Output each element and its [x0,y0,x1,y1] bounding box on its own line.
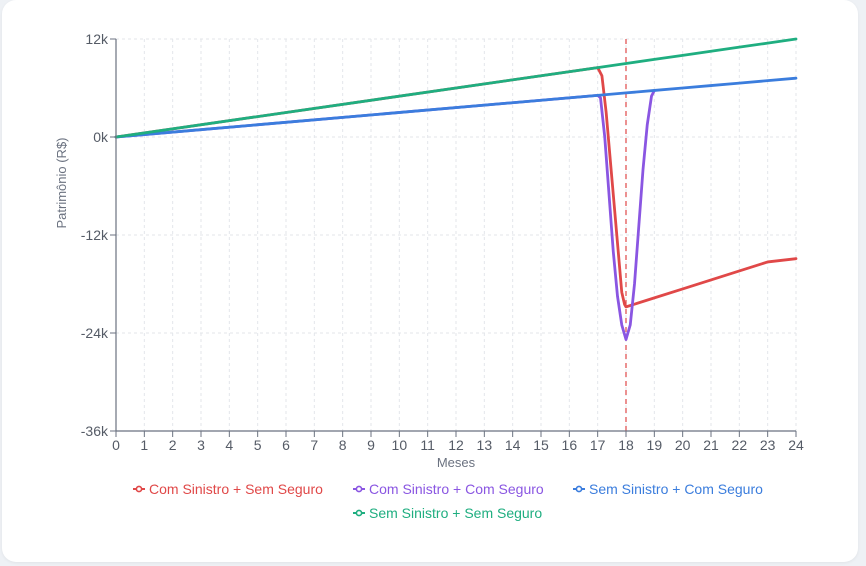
legend-label: Com Sinistro + Sem Seguro [149,481,323,497]
legend-swatch-dot [355,509,363,517]
x-tick-label: 18 [618,437,634,453]
x-tick-label: 14 [505,437,521,453]
x-tick-label: 22 [732,437,748,453]
series-line-4 [114,37,798,139]
legend-label: Com Sinistro + Com Seguro [369,481,544,497]
x-tick-label: 5 [254,437,262,453]
x-tick-label: 4 [225,437,233,453]
y-tick-label: -12k [81,227,109,243]
x-tick-label: 16 [562,437,578,453]
y-tick-label: -36k [81,423,109,439]
x-tick-label: 8 [339,437,347,453]
x-tick-label: 23 [760,437,776,453]
x-tick-label: 21 [703,437,719,453]
series-group [114,37,798,341]
legend-label: Sem Sinistro + Com Seguro [589,481,763,497]
y-tick-label: 12k [85,31,109,47]
y-axis-title: Patrimônio (R$) [54,137,69,228]
legend-label: Sem Sinistro + Sem Seguro [369,505,542,521]
x-tick-label: 13 [477,437,493,453]
x-tick-label: 11 [420,437,435,453]
x-tick-label: 17 [590,437,606,453]
tick-labels: 0 1 2 3 4 5 6 7 8 9 10 11 12 13 14 15 16 17 18 19 20 21 22 23 24… [81,31,804,453]
x-tick-label: 2 [169,437,177,453]
x-tick-label: 24 [788,437,804,453]
x-tick-label: 3 [197,437,205,453]
x-axis-title: Meses [437,455,476,470]
legend-swatch-dot [135,485,143,493]
y-tick-label: 0k [93,129,109,145]
legend-item[interactable]: Com Sinistro + Sem Seguro [133,481,323,497]
x-tick-label: 10 [392,437,408,453]
series-line-2 [114,89,656,341]
legend-swatch-dot [575,485,583,493]
x-tick-label: 15 [533,437,549,453]
x-tick-label: 20 [675,437,691,453]
x-tick-label: 7 [310,437,318,453]
legend-item[interactable]: Com Sinistro + Com Seguro [353,481,544,497]
x-tick-label: 9 [367,437,375,453]
legend-item[interactable]: Sem Sinistro + Com Seguro [573,481,763,497]
legend-item[interactable]: Sem Sinistro + Sem Seguro [353,505,542,521]
legend: Com Sinistro + Sem Seguro Com Sinistro + … [133,481,763,521]
x-tick-label: 19 [647,437,663,453]
x-tick-label: 0 [112,437,120,453]
x-tick-label: 6 [282,437,290,453]
y-tick-label: -24k [81,325,109,341]
x-tick-label: 1 [140,437,148,453]
axes [110,38,797,437]
series-line-3 [114,76,798,139]
legend-swatch-dot [355,485,363,493]
series-line-1 [114,66,798,309]
x-tick-label: 12 [448,437,464,453]
grid [115,38,797,432]
